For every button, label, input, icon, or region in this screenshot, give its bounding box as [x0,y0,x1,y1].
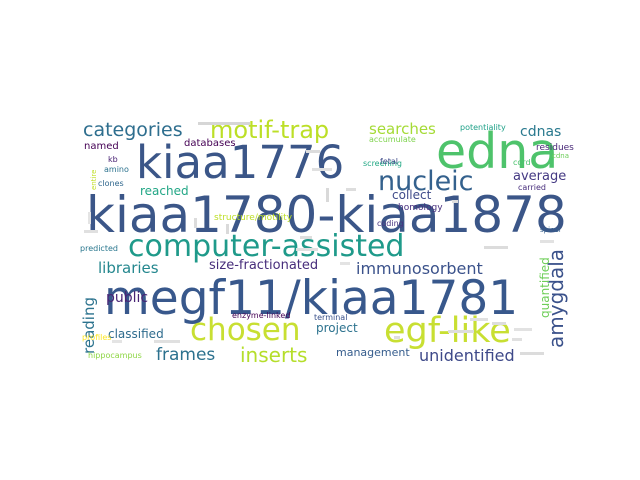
word: residues [536,143,574,153]
word: databases [184,138,236,149]
word: classified [108,327,164,341]
word: entire [90,170,98,190]
word: hippocampus [88,351,142,360]
word: egf-like [384,311,511,351]
word: average [513,169,566,184]
tiny-word-filler [84,122,554,355]
word: profiles [82,333,111,342]
word: computer-assisted [128,229,404,264]
word: frames [156,345,215,365]
word: kiaa1776 [136,136,344,189]
word: project [316,321,358,335]
word: kb [108,155,118,164]
word: collect [392,188,432,202]
word: screening [363,159,402,168]
word: immunosorbent [356,259,483,278]
word: chosen [190,312,301,348]
word: management [336,346,410,359]
word: amino [104,165,129,174]
word: unidentified [419,346,515,365]
word: clones [98,179,124,188]
word: edna [436,123,558,180]
word: quantified [538,257,552,318]
word: libraries [98,259,159,277]
word: cord [513,158,531,167]
word: homology [398,203,443,213]
word: coding [377,219,404,228]
word: reading [80,297,98,354]
word: amygdala [544,249,568,348]
word: public [106,290,148,306]
word: searches [369,120,436,138]
word: structure/motility [214,213,293,223]
word: inserts [240,343,307,367]
word: cdnas [520,124,561,140]
word: cdna [552,152,569,160]
word: categories [83,119,183,141]
word: enzyme-linked [232,311,290,320]
word: fetal [380,157,398,166]
word: accumulate [369,135,416,144]
word: megf11/kiaa1781 [104,271,518,326]
word: terminal [314,313,347,322]
word: potentiality [460,123,506,132]
word: nucleic [378,166,474,197]
word: named [84,141,119,152]
word: spinal [540,226,561,234]
word: carried [518,183,546,192]
word: predicted [80,244,118,253]
word: motif-trap [210,116,329,144]
word: size-fractionated [209,258,318,273]
word: reached [140,184,189,198]
